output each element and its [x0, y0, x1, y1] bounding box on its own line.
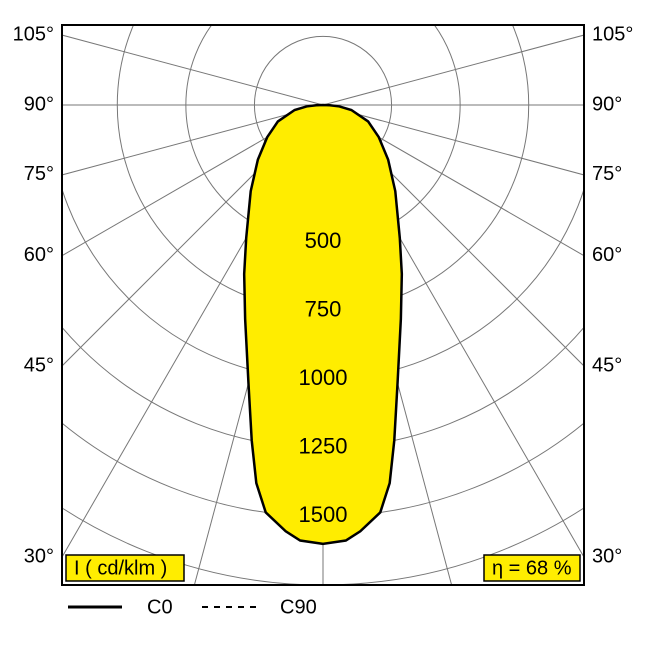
- angle-label-left: 90°: [24, 93, 54, 115]
- ring-label: 1500: [299, 502, 348, 527]
- angle-label-right: 60°: [592, 244, 622, 266]
- efficiency-box: η = 68 %: [484, 555, 580, 581]
- ring-label: 1000: [299, 365, 348, 390]
- ring-label: 1250: [299, 434, 348, 459]
- angle-label-right: 90°: [592, 93, 622, 115]
- unit-label: I ( cd/klm ): [74, 557, 167, 579]
- legend-c0: C0: [147, 596, 173, 618]
- angle-label-left: 75°: [24, 163, 54, 185]
- angle-label-right: 30°: [592, 545, 622, 567]
- angle-label-right: 105°: [592, 23, 633, 45]
- angle-label-right: 75°: [592, 163, 622, 185]
- ring-label: 750: [305, 297, 342, 322]
- grid-ray: [0, 0, 323, 105]
- angle-label-left: 105°: [13, 23, 54, 45]
- legend: C0 C90: [68, 596, 317, 618]
- angle-label-left: 45°: [24, 354, 54, 376]
- legend-c90: C90: [280, 596, 317, 618]
- angle-label-left: 30°: [24, 545, 54, 567]
- angle-label-left: 60°: [24, 244, 54, 266]
- efficiency-label: η = 68 %: [492, 557, 572, 579]
- light-distribution-curve: [244, 105, 402, 544]
- unit-box: I ( cd/klm ): [66, 555, 184, 581]
- ring-label: 500: [305, 228, 342, 253]
- angle-label-right: 45°: [592, 354, 622, 376]
- grid-ray: [323, 0, 650, 105]
